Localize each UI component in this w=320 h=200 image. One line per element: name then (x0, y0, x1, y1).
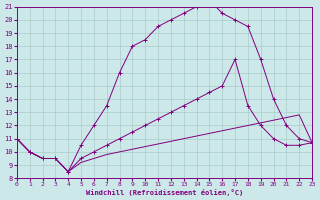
X-axis label: Windchill (Refroidissement éolien,°C): Windchill (Refroidissement éolien,°C) (86, 189, 243, 196)
